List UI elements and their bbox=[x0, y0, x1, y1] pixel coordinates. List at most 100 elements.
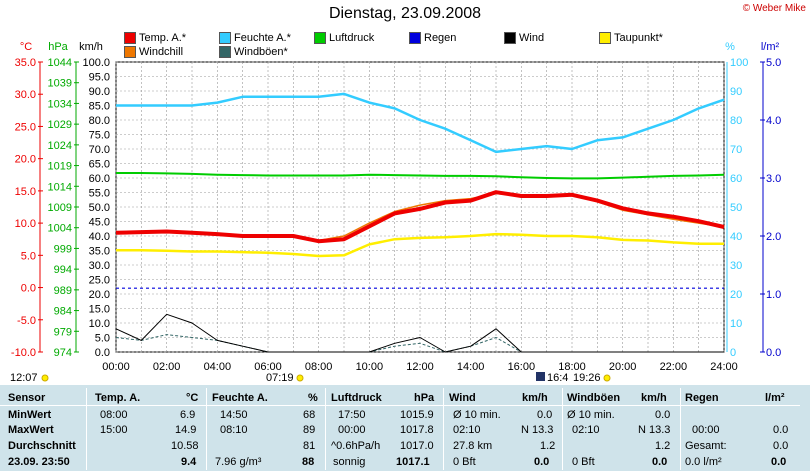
y-tick-kmh: 5.0 bbox=[95, 333, 110, 345]
press-min: 1015.9 bbox=[400, 409, 434, 421]
legend-gusts: Windböen* bbox=[219, 46, 288, 58]
temp-header: Temp. A. bbox=[95, 392, 141, 404]
y-tick-pct: 70 bbox=[730, 144, 742, 156]
y-tick-hpa: 1044 bbox=[48, 57, 72, 69]
legend-swatch bbox=[124, 46, 136, 58]
x-tick: 10:00 bbox=[356, 361, 384, 373]
y-tick-pct: 40 bbox=[730, 231, 742, 243]
wind-unit: km/h bbox=[522, 392, 548, 404]
gust-min-label: Ø 10 min. bbox=[567, 409, 615, 421]
x-tick: 00:00 bbox=[102, 361, 130, 373]
temp-min: 6.9 bbox=[180, 409, 196, 421]
y-tick-hpa: 1029 bbox=[48, 119, 72, 131]
legend-label: Taupunkt* bbox=[614, 32, 663, 44]
series-line-feuchte-a bbox=[116, 92, 725, 154]
noon-time: 16:4 bbox=[547, 372, 568, 384]
y-tick-lm2: 0.0 bbox=[766, 347, 781, 359]
y-tick-c: 25.0 bbox=[15, 121, 36, 133]
hum-now: 88 bbox=[302, 456, 315, 468]
press-avg: 1017.0 bbox=[400, 440, 434, 452]
series-line-taupunkt bbox=[116, 232, 724, 258]
press-max-time: 00:00 bbox=[338, 424, 366, 436]
y-tick-kmh: 50.0 bbox=[89, 202, 110, 214]
y-tick-kmh: 0.0 bbox=[95, 347, 110, 359]
y-tick-kmh: 15.0 bbox=[89, 304, 110, 316]
legend-swatch bbox=[219, 32, 231, 44]
x-tick: 08:00 bbox=[305, 361, 333, 373]
legend-swatch bbox=[599, 32, 611, 44]
y-tick-kmh: 45.0 bbox=[89, 217, 110, 229]
x-tick: 04:00 bbox=[204, 361, 232, 373]
press-forecast: sonnig bbox=[333, 456, 366, 468]
rain-now: 0.0 bbox=[771, 456, 787, 468]
sun-marker bbox=[296, 374, 304, 382]
wind-max: N 13.3 bbox=[521, 424, 554, 436]
legend-rain: Regen bbox=[409, 32, 456, 44]
legend-windchill: Windchill bbox=[124, 46, 183, 58]
y-tick-hpa: 994 bbox=[54, 264, 72, 276]
y-tick-kmh: 10.0 bbox=[89, 318, 110, 330]
y-tick-hpa: 1009 bbox=[48, 202, 72, 214]
rain-now-label: 0.0 l/m² bbox=[685, 456, 722, 468]
legend-dewpoint: Taupunkt* bbox=[599, 32, 663, 44]
x-tick: 24:00 bbox=[710, 361, 738, 373]
y-tick-hpa: 1039 bbox=[48, 78, 72, 90]
wind-header: Wind bbox=[449, 392, 476, 404]
temp-now: 9.4 bbox=[181, 456, 197, 468]
sun-marker bbox=[603, 374, 611, 382]
legend-label: Windböen* bbox=[234, 46, 288, 58]
row-sensor: Sensor bbox=[8, 392, 46, 404]
y-tick-kmh: 95.0 bbox=[89, 72, 110, 84]
hum-avg: 81 bbox=[303, 440, 316, 452]
press-max: 1017.8 bbox=[400, 424, 434, 436]
legend-swatch bbox=[219, 46, 231, 58]
gust-max: N 13.3 bbox=[638, 424, 671, 436]
series-line-wind bbox=[115, 313, 724, 353]
weather-chart: °C hPa km/h% l/m² 35.0 30.0 25.0 20.0 15.0 10.0 5.… bbox=[10, 41, 781, 384]
series-line-temp-a bbox=[115, 190, 725, 244]
y-tick-pct: 0 bbox=[730, 347, 736, 359]
x-tick: 02:00 bbox=[153, 361, 181, 373]
y-unit-kmh: km/h bbox=[79, 41, 103, 53]
legend-humidity: Feuchte A.* bbox=[219, 32, 291, 44]
y-tick-kmh: 25.0 bbox=[89, 275, 110, 287]
press-min-time: 17:50 bbox=[338, 409, 366, 421]
temp-min-time: 08:00 bbox=[100, 409, 128, 421]
y-tick-kmh: 75.0 bbox=[89, 130, 110, 142]
y-tick-hpa: 1024 bbox=[48, 140, 72, 152]
y-unit-lm2: l/m² bbox=[761, 41, 780, 53]
x-tick: 16:00 bbox=[508, 361, 536, 373]
y-tick-hpa: 1004 bbox=[48, 223, 72, 235]
temp-avg: 10.58 bbox=[171, 440, 199, 452]
y-tick-pct: 60 bbox=[730, 173, 742, 185]
rain-max: 0.0 bbox=[773, 424, 789, 436]
gust-bft: 0 Bft bbox=[572, 456, 595, 468]
press-trend: ^0.6hPa/h bbox=[331, 440, 381, 452]
hum-max-time: 08:10 bbox=[220, 424, 248, 436]
y-tick-c: 5.0 bbox=[21, 250, 36, 262]
y-tick-kmh: 60.0 bbox=[89, 173, 110, 185]
y-tick-lm2: 2.0 bbox=[766, 231, 781, 243]
legend-label: Temp. A.* bbox=[139, 32, 187, 44]
x-tick: 12:00 bbox=[406, 361, 434, 373]
y-tick-kmh: 65.0 bbox=[89, 159, 110, 171]
y-tick-kmh: 90.0 bbox=[89, 86, 110, 98]
y-tick-c: 35.0 bbox=[15, 57, 36, 69]
gust-header: Windböen bbox=[567, 392, 621, 404]
y-tick-hpa: 1014 bbox=[48, 181, 72, 193]
press-header: Luftdruck bbox=[331, 392, 382, 404]
row-min: MinWert bbox=[8, 409, 52, 421]
gust-min: 0.0 bbox=[655, 409, 671, 421]
hum-unit: % bbox=[308, 392, 318, 404]
legend-wind: Wind bbox=[504, 32, 544, 44]
y-tick-kmh: 30.0 bbox=[89, 260, 110, 272]
series-line-luftdruck bbox=[116, 172, 725, 180]
row-avg: Durchschnitt bbox=[8, 440, 76, 452]
legend-swatch bbox=[124, 32, 136, 44]
legend-swatch bbox=[314, 32, 326, 44]
gust-unit: km/h bbox=[641, 392, 667, 404]
legend-temp: Temp. A.* bbox=[124, 32, 186, 44]
wind-distance: 27.8 km bbox=[453, 440, 493, 452]
y-tick-c: 10.0 bbox=[15, 218, 36, 230]
wind-min-label: Ø 10 min. bbox=[453, 409, 501, 421]
